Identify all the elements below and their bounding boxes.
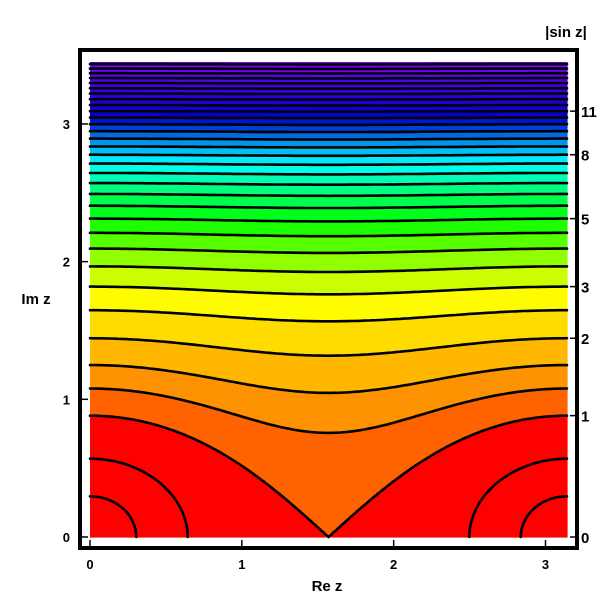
contour-line-3 [88,285,569,296]
contour-line-1 [88,414,569,539]
contour-line-0.3 [88,495,569,539]
colorbar-axis: 0 1 2 3 5 8 11 [570,104,597,547]
colorbar-tick-label: 0 [581,530,589,547]
contour-line-11.5 [88,103,569,107]
contour-line-4.5 [88,231,569,238]
contour-lines [88,62,569,539]
contour-line-9 [88,137,569,141]
colorbar-tick-label: 3 [581,280,589,297]
contour-line-7.5 [88,162,569,167]
y-tick-label: 1 [63,392,70,407]
contour-line-3.5 [88,265,569,274]
colorbar-label: |sin z| [545,24,587,41]
x-tick-label: 2 [390,557,397,572]
contour-line-9.5 [88,129,569,134]
colorbar-tick-label: 2 [581,331,589,348]
contour-line-10 [88,122,569,127]
contour-fills [90,62,568,538]
contour-line-11 [88,109,569,113]
contour-line-5.5 [88,204,569,210]
colorbar-tick-label: 11 [581,104,597,121]
y-axis: 0 1 2 3 [63,117,88,545]
x-tick-label: 1 [238,557,245,572]
contour-line-4 [88,247,569,255]
contour-line-8 [88,153,569,158]
contour-line-7 [88,171,569,176]
x-axis: 0 1 2 3 [86,540,549,572]
contour-line-12 [88,97,569,101]
y-axis-label: Im z [21,291,50,308]
contour-line-1.3 [88,387,569,435]
contour-line-2.5 [88,308,569,323]
contour-line-5 [88,217,569,223]
y-tick-label: 0 [63,530,70,545]
contour-line-10.5 [88,116,569,120]
y-tick-label: 2 [63,255,70,270]
contour-line-6.5 [88,181,569,186]
colorbar-tick-label: 8 [581,148,589,165]
contour-line-1.6 [88,363,569,395]
x-tick-label: 0 [86,557,93,572]
colorbar-tick-label: 1 [581,409,589,426]
x-tick-label: 3 [542,557,549,572]
contour-line-2 [88,336,569,357]
x-axis-label: Re z [312,578,343,595]
y-tick-label: 3 [63,117,70,132]
contour-line-6 [88,192,569,198]
plot-frame [78,48,579,550]
colorbar-tick-label: 5 [581,212,589,229]
contour-line-0.6 [88,457,569,539]
contour-line-8.5 [88,145,569,149]
